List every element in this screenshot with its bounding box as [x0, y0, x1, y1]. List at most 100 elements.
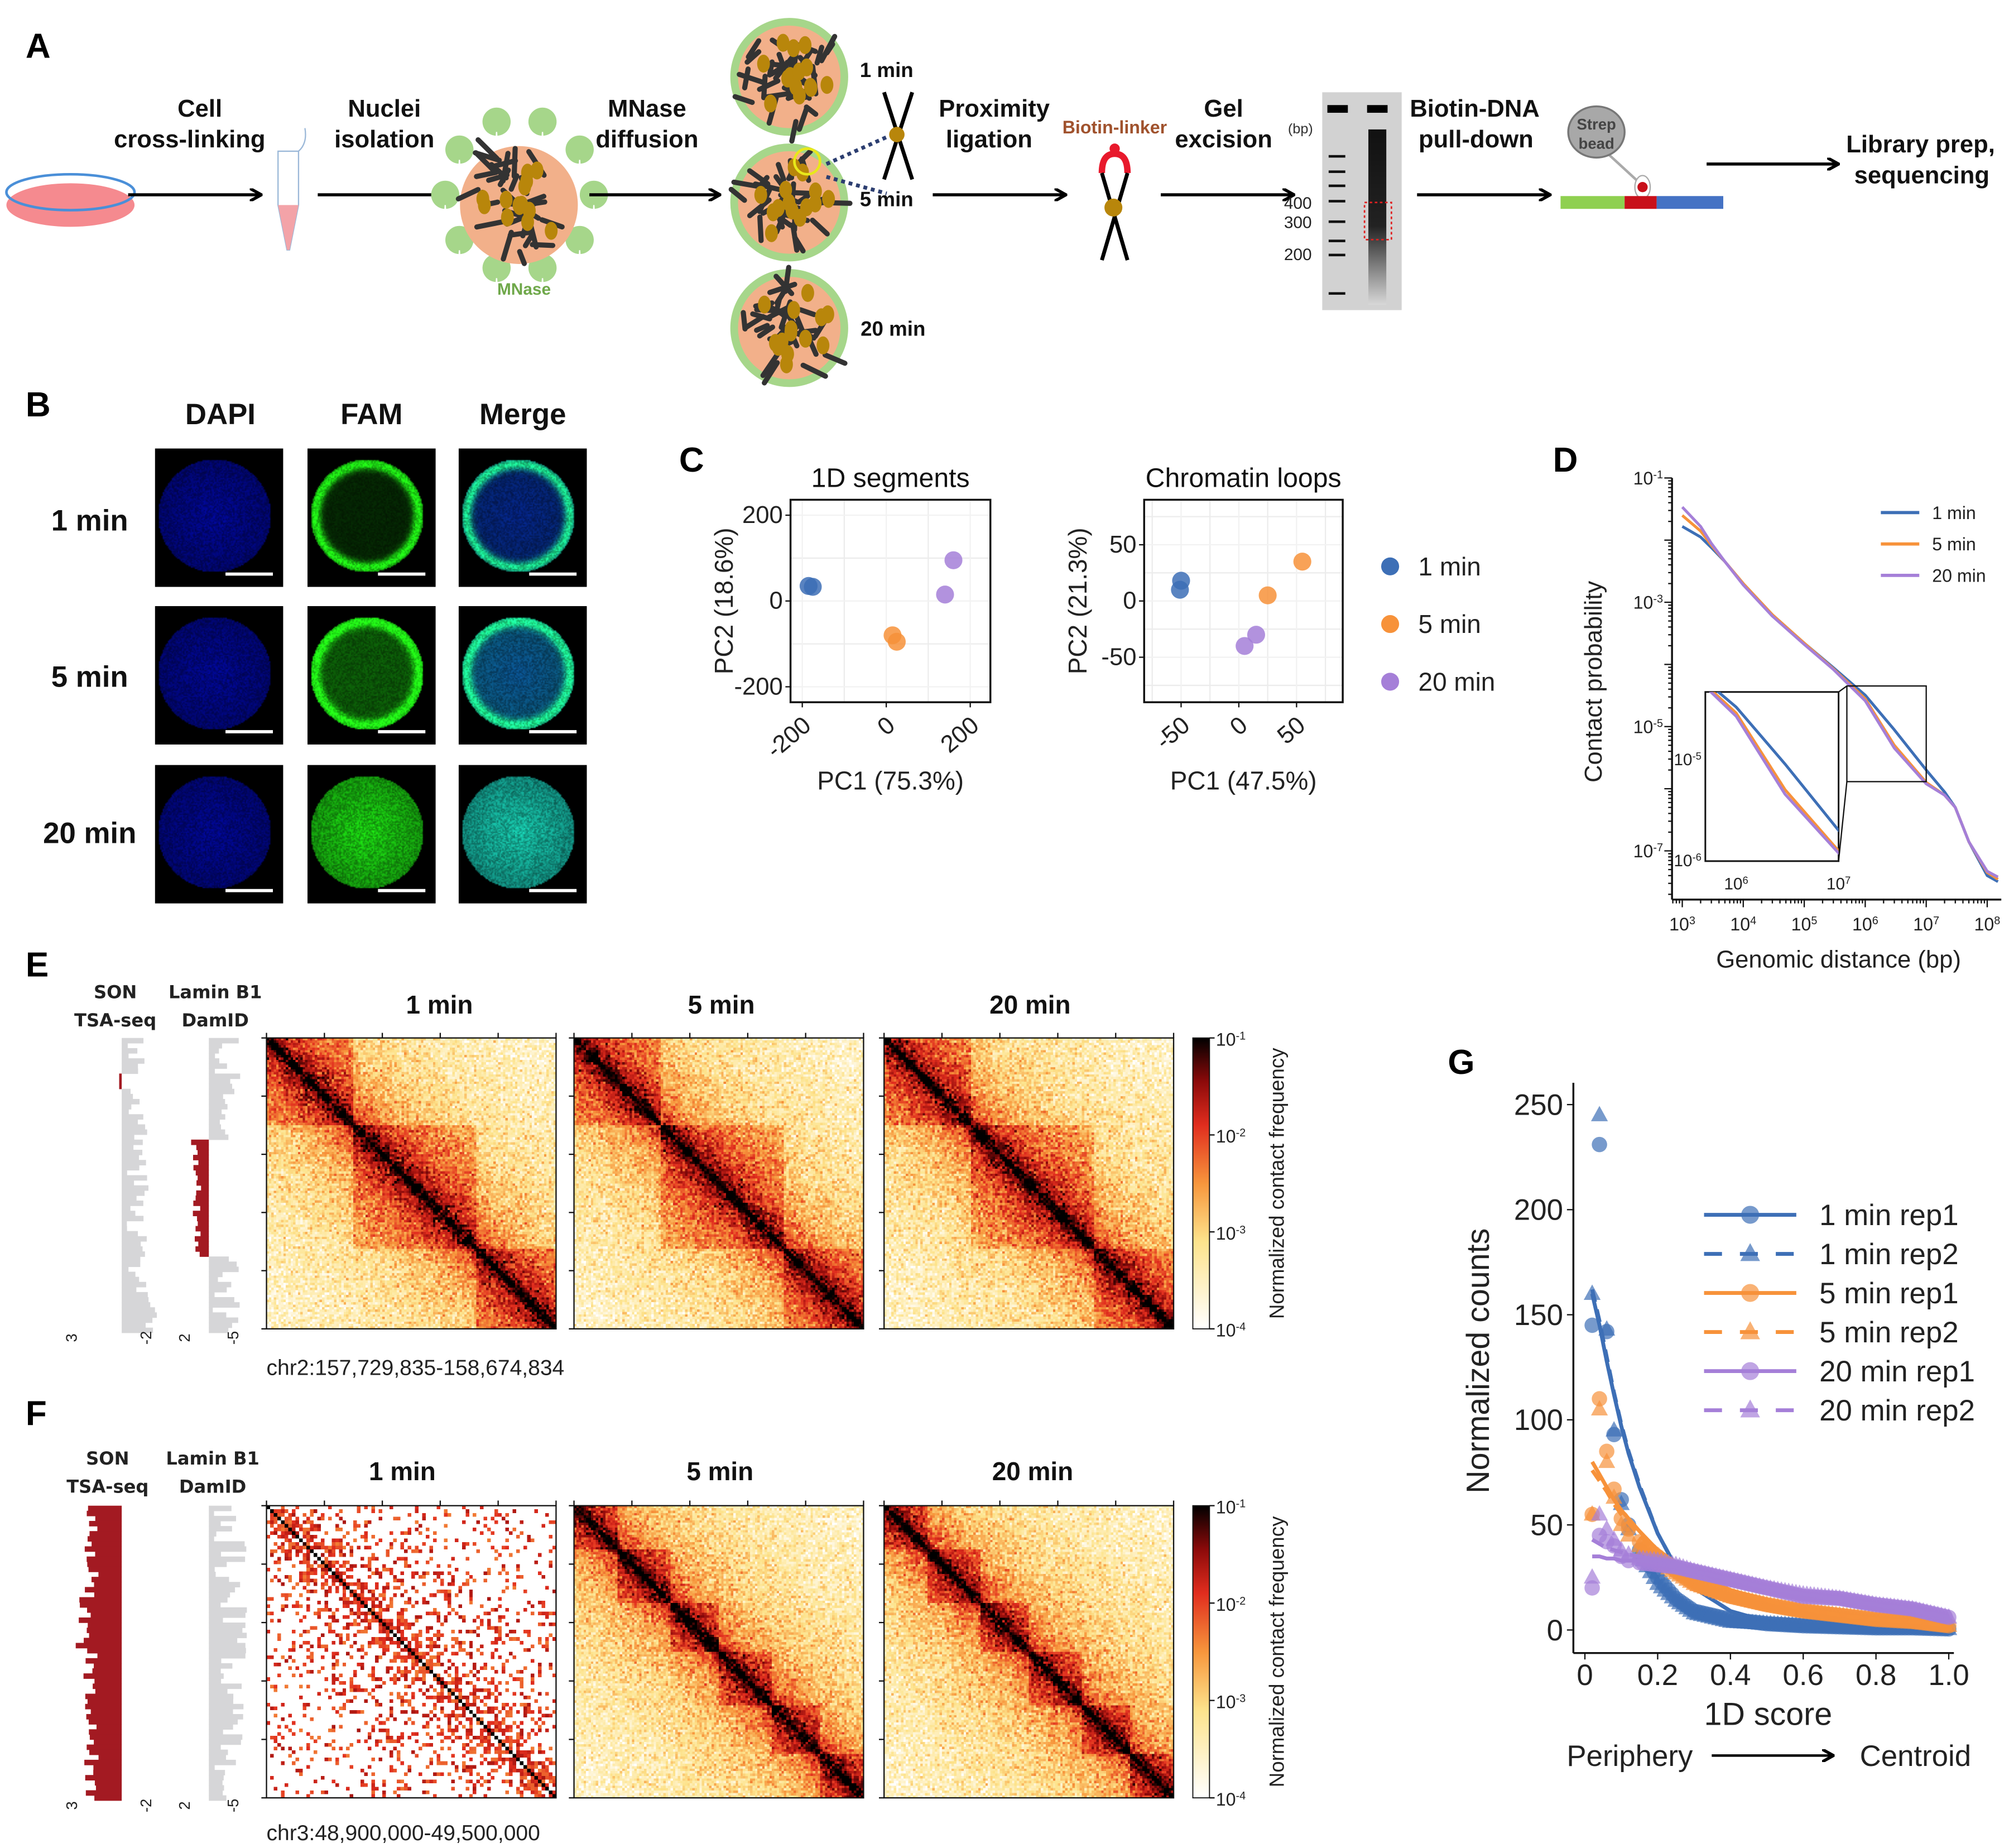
legend-marker — [1381, 557, 1400, 575]
x-tick-label: 108 — [1974, 914, 2001, 934]
y-tick-label: 50 — [1530, 1509, 1563, 1542]
panel-label-c: C — [679, 441, 704, 479]
time-20min: 20 min — [861, 318, 925, 340]
point-triangle — [1740, 1243, 1760, 1261]
svg-text:Lamin B1: Lamin B1 — [169, 982, 262, 1003]
track-axis-label: -2 — [137, 1331, 155, 1345]
x-tick-label: -50 — [1151, 712, 1195, 755]
legend-label: 1 min — [1932, 503, 1976, 523]
y-axis-label: PC2 (18.6%) — [709, 527, 738, 674]
heatmap-f-1min — [261, 1500, 557, 1799]
point-triangle — [1590, 1106, 1608, 1121]
colorbar-tick: 10-2 — [1216, 1595, 1246, 1615]
pca-point — [944, 551, 963, 569]
track-axis-label: 2 — [176, 1333, 193, 1342]
svg-text:MNase: MNase — [608, 95, 686, 122]
legend-label: 5 min rep2 — [1819, 1316, 1958, 1349]
colorbar-e: 10-1 10-2 10-3 10-4 Normalized contact frequ… — [1192, 1029, 1288, 1341]
svg-text:DamID: DamID — [181, 1010, 248, 1031]
pca-plot-1: 200 0 -200 -200 0 200 1D segments PC1 (75.3%) PC… — [709, 463, 992, 795]
heatmap-e-20min — [878, 1033, 1175, 1329]
point-triangle — [1606, 1488, 1623, 1504]
point-triangle — [1940, 1608, 1958, 1624]
svg-text:1 min: 1 min — [406, 990, 473, 1019]
gel-marker-200: 200 — [1284, 246, 1312, 264]
pca-point — [936, 585, 954, 604]
lamin-track-e — [191, 1038, 241, 1333]
series-20-min-rep2 — [1583, 1505, 1958, 1624]
svg-text:Proximity: Proximity — [939, 95, 1050, 122]
svg-text:Biotin-DNA: Biotin-DNA — [1410, 95, 1540, 122]
y-tick-label: -50 — [1101, 644, 1136, 670]
point-circle — [1584, 1317, 1600, 1333]
track-axis-label: 2 — [176, 1801, 193, 1809]
region-label-f: chr3:48,900,000-49,500,000 — [267, 1821, 540, 1845]
micrograph-fam — [307, 448, 436, 587]
step-pull-down: Biotin-DNA pull-down — [1410, 95, 1549, 195]
svg-text:DamID: DamID — [179, 1476, 246, 1497]
panel-label-d: D — [1553, 441, 1578, 479]
micrograph-dapi — [155, 448, 283, 587]
y-axis-label: Contact probability — [1580, 581, 1607, 783]
digestion-timepoints — [728, 18, 853, 387]
micrograph-dapi — [155, 765, 283, 904]
legend-label: 20 min rep1 — [1819, 1355, 1975, 1388]
svg-text:20 min: 20 min — [989, 990, 1070, 1019]
svg-text:Library prep,: Library prep, — [1846, 131, 1995, 158]
point-triangle — [1620, 1526, 1637, 1542]
tube-icon — [277, 128, 306, 251]
x-tick-label: 0.2 — [1637, 1659, 1678, 1692]
x-tick-label: 103 — [1669, 914, 1695, 934]
y-tick-label: 10-7 — [1633, 841, 1663, 861]
micrograph-fam — [307, 765, 436, 904]
legend-marker — [1381, 615, 1400, 633]
y-tick-label: -200 — [734, 673, 782, 700]
legend-label: 20 min — [1419, 667, 1496, 696]
pca-panel: 200 0 -200 -200 0 200 1D segments PC1 (75.3%) PC… — [709, 463, 1495, 795]
normalized-counts-plot: 250 200 150 100 50 00 0.2 0.4 0.6 0.8 1.0 1D score N… — [1460, 1083, 1975, 1773]
periphery-label: Periphery — [1566, 1740, 1693, 1773]
x-axis-label: Genomic distance (bp) — [1716, 946, 1961, 973]
point-triangle — [1606, 1421, 1623, 1437]
y-tick-label: 100 — [1514, 1404, 1563, 1437]
heatmap-image — [884, 1038, 1174, 1329]
son-track-f — [75, 1505, 122, 1801]
y-tick-label: 200 — [742, 502, 783, 529]
svg-text:Cell: Cell — [177, 95, 222, 122]
heatmap-image — [266, 1505, 556, 1798]
colorbar-tick: 10-4 — [1216, 1789, 1246, 1809]
pca-plot-2: 50 0 -50 -50 0 50 Chromatin loops PC1 (47.5%) PC… — [1063, 463, 1344, 795]
plot-title: Chromatin loops — [1146, 463, 1342, 493]
svg-text:excision: excision — [1175, 126, 1272, 153]
point-triangle — [1606, 1530, 1623, 1546]
row-1min: 1 min — [51, 505, 128, 537]
point-circle — [1584, 1580, 1600, 1596]
mnase-label: MNase — [497, 280, 551, 299]
pca-point — [1258, 586, 1277, 604]
x-tick-label: 0 — [1225, 712, 1252, 741]
plot-title: 1D segments — [811, 463, 970, 493]
step-mnase-diffusion: MNase diffusion — [589, 95, 719, 195]
heatmap-image — [574, 1505, 864, 1798]
svg-text:1 min: 1 min — [369, 1457, 436, 1486]
x-axis-label: PC1 (75.3%) — [817, 766, 964, 795]
svg-text:SON: SON — [94, 982, 137, 1003]
nucleus-with-mnase-icon — [431, 107, 608, 282]
pca-legend: 1 min 5 min 20 min — [1381, 552, 1496, 696]
colorbar-tick: 10-3 — [1216, 1692, 1246, 1712]
son-track-e — [119, 1038, 157, 1333]
micrograph-merge — [458, 448, 587, 587]
x-tick-label: 107 — [1913, 914, 1939, 934]
step-gel-excision: Gel excision — [1161, 95, 1292, 195]
point-triangle — [1583, 1568, 1601, 1584]
channel-dapi: DAPI — [185, 398, 256, 431]
panel-label-g: G — [1448, 1043, 1474, 1082]
y-tick-label: 0 — [1123, 588, 1136, 615]
y-axis-label: Normalized counts — [1460, 1228, 1496, 1494]
heatmap-image — [266, 1038, 556, 1329]
genomic-tracks: 3 -2 2 -5 3 -2 2 -5 — [63, 1038, 247, 1812]
heatmap-frame — [573, 1505, 864, 1799]
heatmap-titles-f: 1 min 5 min 20 min — [369, 1457, 1073, 1486]
